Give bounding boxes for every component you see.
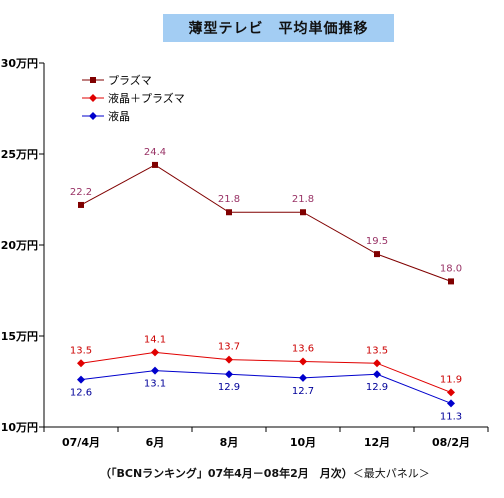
data-label: 12.6 [70, 388, 92, 399]
data-label: 13.5 [70, 345, 92, 356]
data-label: 11.3 [440, 411, 462, 422]
series-line [80, 164, 452, 282]
x-tick-label: 12月 [364, 436, 390, 449]
data-labels: 22.2 24.4 21.8 21.8 19.5 18.0 13.5 14.1 13.7 13.6… [70, 147, 462, 422]
data-label: 21.8 [292, 194, 314, 205]
data-point [77, 359, 85, 368]
axes: 30万円 25万円 20万円 15万円 10万円 07/4月 6月 8月 10月 12月 08/2月 [1, 57, 489, 449]
data-point [447, 388, 455, 397]
data-point [300, 209, 306, 216]
data-label: 12.9 [218, 382, 240, 393]
legend-marker [89, 112, 97, 120]
legend-label: 液晶＋プラズマ [108, 91, 185, 105]
chart-title: 薄型テレビ 平均単価推移 [163, 14, 394, 42]
y-tick-label: 30万円 [1, 57, 38, 70]
data-point [78, 201, 84, 208]
x-tick-label: 07/4月 [62, 436, 100, 449]
data-point [225, 355, 233, 364]
source-note: （「BCNランキング」07年4月－08年2月 月次）＜最大パネル＞ [100, 465, 430, 481]
data-point [447, 399, 455, 408]
data-point [373, 359, 381, 368]
source-panel-note: ＜最大パネル＞ [352, 467, 430, 480]
data-point [152, 161, 158, 168]
x-tick-label: 08/2月 [432, 436, 470, 449]
source-text: （「BCNランキング」07年4月－08年2月 月次） [100, 467, 353, 480]
data-point [225, 370, 233, 379]
series-line [80, 351, 452, 393]
data-label: 18.0 [440, 263, 462, 274]
data-label: 21.8 [218, 194, 240, 205]
y-tick-label: 10万円 [1, 421, 38, 434]
data-point [77, 375, 85, 384]
data-point [226, 209, 232, 216]
y-tick-label: 20万円 [1, 239, 38, 252]
y-tick-label: 25万円 [1, 148, 38, 161]
x-tick-label: 8月 [220, 436, 239, 449]
data-label: 13.6 [292, 343, 314, 354]
legend-label: プラズマ [108, 73, 152, 87]
data-point [299, 373, 307, 382]
y-tick-label: 15万円 [1, 330, 38, 343]
line-chart: 30万円 25万円 20万円 15万円 10万円 07/4月 6月 8月 10月 12月 08/2月… [1, 57, 489, 449]
legend-marker [90, 77, 96, 83]
data-point [373, 370, 381, 379]
data-label: 13.5 [366, 345, 388, 356]
data-label: 13.1 [144, 379, 166, 390]
series-line [80, 370, 452, 404]
data-point [299, 357, 307, 366]
x-tick-label: 10月 [290, 436, 316, 449]
data-label: 12.7 [292, 386, 314, 397]
data-point [151, 348, 159, 357]
data-point [374, 251, 380, 258]
data-label: 11.9 [440, 374, 462, 385]
data-label: 13.7 [218, 342, 240, 353]
legend-marker [89, 94, 97, 102]
series-lines [77, 161, 455, 408]
data-point [448, 278, 454, 285]
x-tick-label: 6月 [146, 436, 165, 449]
legend-label: 液晶 [108, 109, 130, 123]
data-point [151, 366, 159, 375]
data-label: 14.1 [144, 334, 166, 345]
data-label: 22.2 [70, 187, 92, 198]
data-label: 19.5 [366, 236, 388, 247]
data-label: 12.9 [366, 382, 388, 393]
data-label: 24.4 [144, 147, 166, 158]
